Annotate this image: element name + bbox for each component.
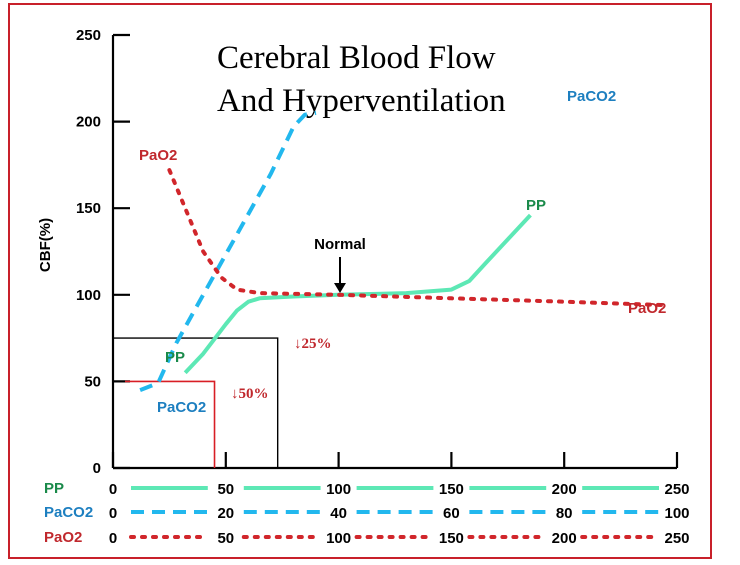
x-axis-scale-rows: PP 0 50 100 150 200 250 PaCO2 0 20 40 60 80 100 PaO2 0 5…	[44, 480, 690, 547]
axis-row-tick-label: 50	[217, 481, 234, 498]
series-layer: PP PP PaCO2 PaCO2 PaO2 PaO2	[139, 88, 668, 416]
series-label-paco2: PaCO2	[157, 399, 206, 416]
annotation-normal-arrowhead	[334, 283, 346, 293]
axis-row-tick-label: 150	[439, 481, 464, 498]
annotation-drop-50: ↓50%	[231, 386, 269, 402]
annotation-drop-25: ↓25%	[294, 336, 332, 352]
axis-row-tick-label: 200	[552, 530, 577, 547]
axis-row-tick-label: 100	[664, 505, 689, 522]
y-tick-label: 0	[93, 460, 101, 477]
y-tick-label: 250	[76, 27, 101, 44]
reference-lines	[113, 337, 279, 468]
cbf-chart: Cerebral Blood Flow And Hyperventilation…	[37, 27, 690, 547]
axis-row-tick-label: 50	[217, 530, 234, 547]
chart-title: Cerebral Blood Flow And Hyperventilation	[217, 40, 506, 119]
series-label-paco2: PaCO2	[567, 88, 616, 105]
axis-row-tick-label: 40	[330, 505, 347, 522]
series-line-paco2	[139, 110, 317, 392]
x-axis	[111, 452, 679, 470]
axis-row-tick-label: 0	[109, 505, 117, 522]
slide-frame: Cerebral Blood Flow And Hyperventilation…	[8, 3, 712, 559]
y-tick-label: 100	[76, 287, 101, 304]
axis-row-tick-label: 0	[109, 530, 117, 547]
axis-row-tick-label: 80	[556, 505, 573, 522]
series-label-pao2: PaO2	[139, 147, 177, 164]
axis-row-tick-label: 60	[443, 505, 460, 522]
axis-row-tick-label: 0	[109, 481, 117, 498]
annotation-normal-label: Normal	[314, 236, 366, 253]
y-axis-label: CBF(%)	[37, 218, 54, 272]
axis-row-tick-label: 100	[326, 530, 351, 547]
series-label-pp: PP	[526, 197, 546, 214]
axis-row-tick-label: 100	[326, 481, 351, 498]
y-axis: 0 50 100 150 200 250	[76, 27, 130, 477]
axis-row-name-pao2: PaO2	[44, 529, 82, 546]
annotations: Normal ↓25% ↓50%	[231, 236, 366, 402]
y-tick-label: 200	[76, 114, 101, 131]
reference-line-50	[125, 380, 216, 468]
series-label-pao2: PaO2	[628, 300, 666, 317]
title-line-2: And Hyperventilation	[217, 83, 506, 119]
axis-row-name-pp: PP	[44, 480, 64, 497]
axis-row-tick-label: 150	[439, 530, 464, 547]
series-label-pp: PP	[165, 349, 185, 366]
axis-row-name-paco2: PaCO2	[44, 504, 93, 521]
title-line-1: Cerebral Blood Flow	[217, 40, 496, 76]
y-tick-label: 50	[84, 373, 101, 390]
reference-line-25	[113, 337, 279, 468]
axis-row-tick-label: 250	[664, 530, 689, 547]
series-line-pao2	[167, 168, 668, 308]
axis-row-tick-label: 200	[552, 481, 577, 498]
axis-row-tick-label: 20	[217, 505, 234, 522]
axis-row-tick-label: 250	[664, 481, 689, 498]
y-tick-label: 150	[76, 200, 101, 217]
